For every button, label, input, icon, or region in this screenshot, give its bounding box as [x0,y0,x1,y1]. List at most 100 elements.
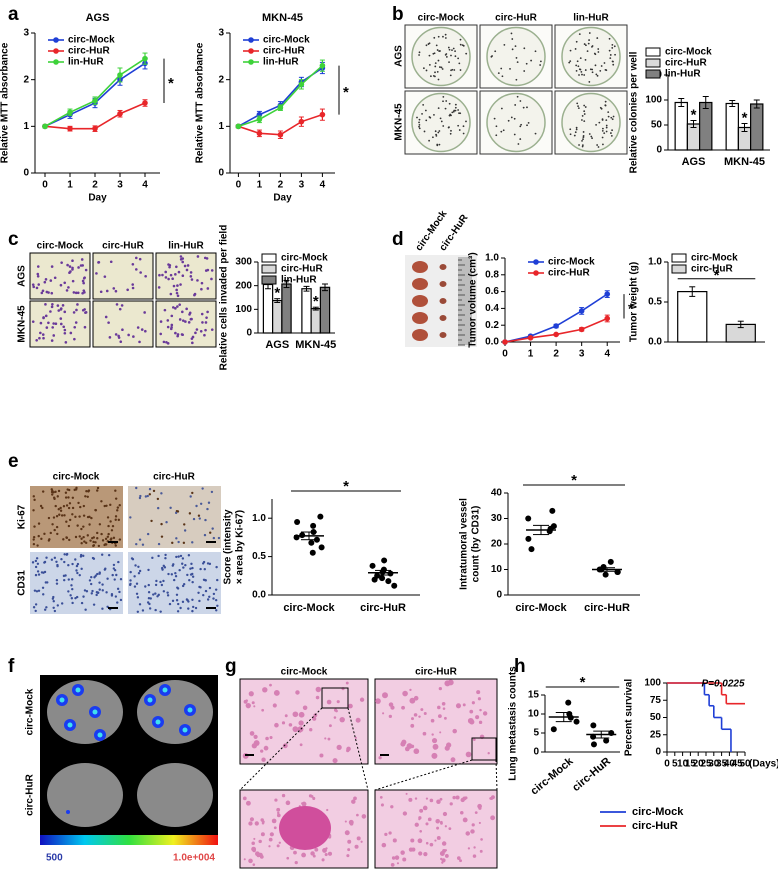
cell [59,283,63,287]
colony [527,122,530,124]
nucleus [71,601,74,605]
zoom-box [471,737,497,761]
cell [32,285,36,289]
colony [493,117,496,120]
nucleus [107,532,110,536]
nucleus [52,491,55,494]
cell [194,331,197,335]
nucleus [53,556,57,560]
x-tick-label: 4 [142,180,148,191]
nucleus [98,571,101,574]
cell [172,284,176,288]
tissue [309,728,313,732]
colony [442,125,445,127]
y-tick-label: 10 [491,564,503,575]
nucleus [32,542,36,546]
colony [500,130,503,133]
nucleus [116,601,119,604]
colony [519,125,522,128]
column-label: circ-Mock [281,667,328,678]
tissue [315,695,320,700]
cell [114,289,118,293]
tissue [269,832,274,837]
nucleus [215,565,218,569]
tumor [412,329,428,341]
nucleus [63,514,66,517]
nucleus [40,537,43,541]
colony [418,54,420,56]
nucleus [82,504,86,508]
tissue [252,863,256,866]
cell [144,274,147,278]
y-tick-label: 200 [235,280,252,291]
tissue [480,838,483,841]
colony [422,67,425,70]
colony [605,130,608,133]
panel-label: h [514,656,526,677]
colony [569,49,572,52]
column-label: circ-HuR [415,667,457,678]
nucleus [182,541,186,545]
tissue [419,808,424,813]
nucleus [179,606,182,610]
nucleus [154,608,157,612]
colony [442,35,444,38]
tissue [470,829,475,834]
cell [52,334,56,337]
cell [175,288,178,292]
tissue [324,852,328,857]
nucleus [212,536,216,540]
nucleus [53,609,57,613]
nucleus [194,606,198,610]
nucleus [96,572,99,576]
tissue [282,743,288,749]
colony [516,95,519,98]
tissue [301,852,306,858]
tissue [253,705,256,708]
cell [131,262,135,266]
cell [201,321,204,324]
cell [42,336,45,340]
nucleus [91,589,94,593]
cell [77,266,80,269]
cell [171,277,174,281]
point [294,519,301,526]
nucleus [54,490,57,494]
colony [534,50,537,53]
nucleus [54,504,57,508]
cell [185,268,189,272]
nucleus [41,506,44,510]
nucleus [65,504,69,507]
tissue [436,836,441,840]
tissue [414,822,419,827]
tissue [242,796,247,801]
cell [75,308,78,312]
colony [425,119,428,122]
cell [181,310,184,314]
nucleus [206,562,210,565]
cell [178,318,182,321]
colony [424,109,427,112]
cell [51,302,54,306]
signal [67,722,73,728]
colony [497,72,500,75]
nucleus [79,505,82,509]
colony [433,36,436,39]
tissue [472,738,476,741]
signal [59,697,65,703]
nucleus [32,538,35,541]
legend-marker [248,48,254,54]
bar [301,288,312,334]
nucleus [138,538,142,541]
y-tick-label: 0 [218,168,224,179]
cell [166,325,170,329]
tissue [312,796,316,800]
tissue [263,745,269,751]
nucleus [203,568,206,571]
colony [462,132,465,135]
tissue [348,703,353,709]
nucleus [62,505,66,508]
colony [421,113,423,115]
cell [40,291,44,295]
nucleus [71,562,74,566]
